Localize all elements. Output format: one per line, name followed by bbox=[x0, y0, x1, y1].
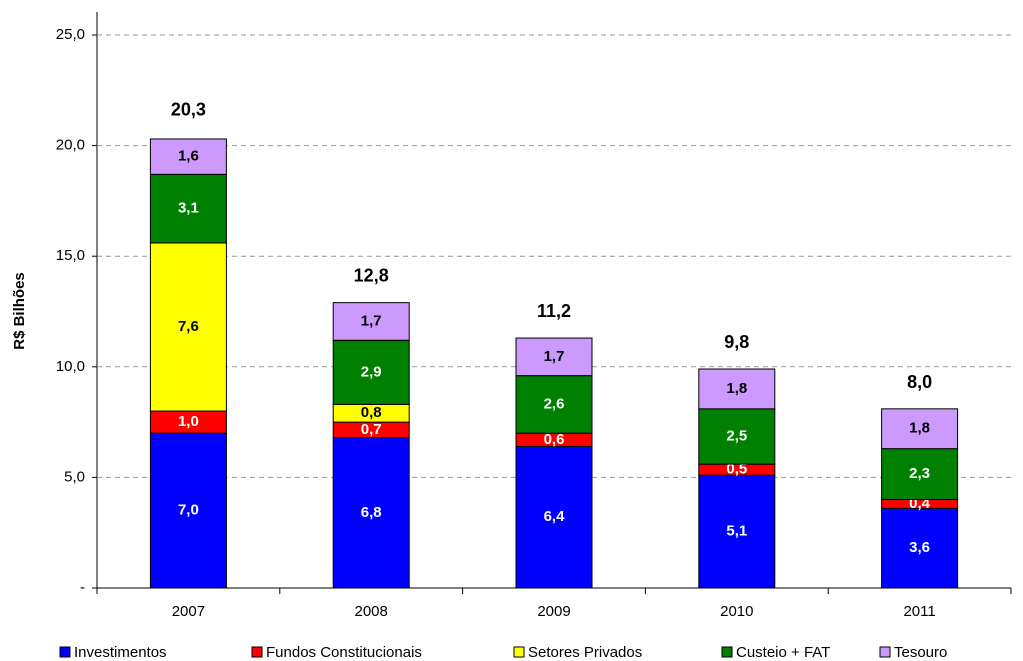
total-label: 11,2 bbox=[537, 301, 571, 321]
y-tick-label: 20,0 bbox=[56, 137, 85, 154]
legend-label: Investimentos bbox=[74, 644, 167, 661]
x-tick-label: 2007 bbox=[172, 603, 205, 620]
total-label: 20,3 bbox=[171, 100, 206, 120]
x-tick-label: 2010 bbox=[720, 603, 753, 620]
y-axis-label: R$ Bilhões bbox=[11, 272, 28, 350]
bar-segment bbox=[332, 437, 410, 589]
x-tick-label: 2009 bbox=[537, 603, 570, 620]
value-label: 0,8 bbox=[361, 404, 382, 421]
bar-segment bbox=[515, 375, 593, 434]
y-tick-label: 5,0 bbox=[64, 468, 85, 485]
value-label: 6,4 bbox=[544, 508, 566, 525]
y-tick-label: 10,0 bbox=[56, 358, 85, 375]
bar-segment bbox=[515, 337, 593, 377]
legend-swatch bbox=[879, 646, 891, 658]
legend-label: Fundos Constitucionais bbox=[266, 644, 422, 661]
value-label: 1,8 bbox=[726, 380, 747, 397]
bar-segment bbox=[332, 339, 410, 405]
value-label: 5,1 bbox=[726, 523, 747, 540]
bar-segment bbox=[515, 445, 593, 589]
value-label: 1,7 bbox=[361, 312, 382, 329]
bar-segment bbox=[881, 448, 959, 501]
bar-segment bbox=[698, 368, 776, 410]
value-label: 7,6 bbox=[178, 318, 199, 335]
legend-label: Setores Privados bbox=[528, 644, 642, 661]
value-label: 1,6 bbox=[178, 148, 199, 165]
y-tick-label: - bbox=[80, 579, 85, 596]
y-tick-label: 25,0 bbox=[56, 26, 85, 43]
total-label: 8,0 bbox=[907, 372, 932, 392]
value-label: 7,0 bbox=[178, 502, 199, 519]
value-label: 0,6 bbox=[544, 431, 565, 448]
value-label: 1,0 bbox=[178, 413, 199, 430]
legend-swatch bbox=[251, 646, 263, 658]
bar-segment bbox=[149, 432, 227, 589]
bar-segment bbox=[149, 138, 227, 175]
legend-swatch bbox=[59, 646, 71, 658]
value-label: 2,5 bbox=[726, 427, 747, 444]
legend-swatch bbox=[513, 646, 525, 658]
bar-segment bbox=[149, 173, 227, 244]
x-tick-label: 2008 bbox=[355, 603, 388, 620]
legend-label: Tesouro bbox=[894, 644, 947, 661]
bar-segment bbox=[149, 242, 227, 412]
bar-segment bbox=[332, 302, 410, 341]
value-label: 2,9 bbox=[361, 363, 382, 380]
value-label: 3,1 bbox=[178, 200, 199, 217]
bar-segment bbox=[881, 507, 959, 589]
total-label: 12,8 bbox=[354, 266, 389, 286]
total-label: 9,8 bbox=[724, 332, 749, 352]
legend-label: Custeio + FAT bbox=[736, 644, 830, 661]
bar-segment bbox=[698, 408, 776, 465]
value-label: 1,8 bbox=[909, 420, 930, 437]
value-label: 0,7 bbox=[361, 421, 382, 438]
value-label: 0,5 bbox=[726, 461, 747, 478]
bar-segment bbox=[881, 408, 959, 450]
bar-segment bbox=[698, 474, 776, 589]
value-label: 2,3 bbox=[909, 465, 930, 482]
value-label: 1,7 bbox=[544, 348, 565, 365]
value-label: 6,8 bbox=[361, 504, 382, 521]
value-label: 2,6 bbox=[544, 395, 565, 412]
y-tick-label: 15,0 bbox=[56, 247, 85, 264]
x-tick-label: 2011 bbox=[903, 603, 935, 620]
value-label: 3,6 bbox=[909, 539, 930, 556]
legend-swatch bbox=[721, 646, 733, 658]
